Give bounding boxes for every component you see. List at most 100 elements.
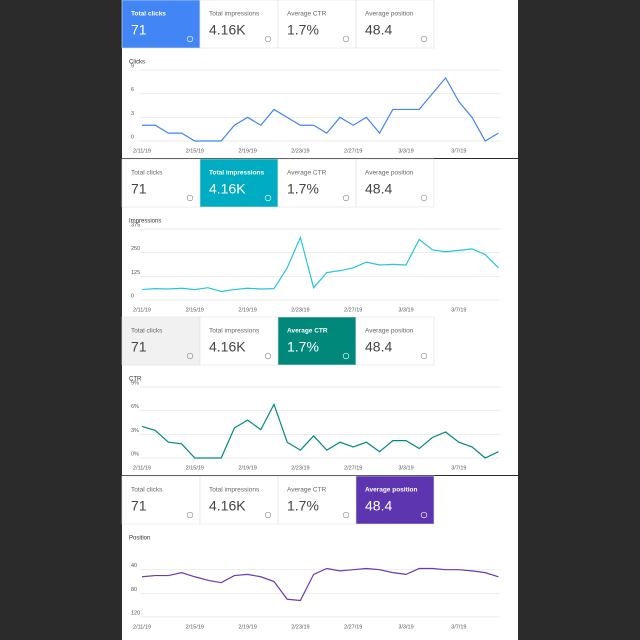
metric-card[interactable]: Average CTR 1.7% [277, 158, 357, 208]
card-value: 71 [131, 498, 147, 514]
card-label: Total impressions [209, 170, 265, 177]
card-bg [121, 0, 201, 49]
y-tick-label: 0 [131, 293, 134, 299]
data-line [141, 567, 499, 602]
x-tick-label: 2/19/19 [238, 148, 256, 154]
metric-card[interactable]: Total clicks 71 [121, 0, 201, 49]
help-icon [264, 35, 272, 43]
x-tick-label: 2/11/19 [133, 148, 151, 154]
card-value: 4.16K [209, 339, 246, 355]
help-icon [420, 35, 428, 43]
card-value: 1.7% [287, 498, 319, 514]
help-icon [420, 194, 428, 202]
y-tick-label: 6 [131, 87, 134, 93]
card-bg [121, 158, 201, 208]
y-tick-label: 3 [131, 111, 134, 117]
card-label: Total clicks [131, 170, 163, 177]
card-value: 71 [131, 22, 147, 38]
x-tick-label: 2/11/19 [133, 624, 151, 630]
help-icon [186, 352, 194, 360]
x-tick-label: 2/15/19 [186, 148, 204, 154]
card-bg [121, 475, 201, 525]
card-label: Average CTR [287, 11, 327, 18]
card-value: 1.7% [287, 181, 319, 197]
x-tick-label: 2/19/19 [238, 307, 256, 313]
y-tick-label: 125 [131, 270, 140, 276]
card-label: Total clicks [131, 328, 163, 335]
card-value: 4.16K [209, 498, 246, 514]
card-value: 48.4 [365, 339, 392, 355]
y-tick-label: 0% [131, 451, 139, 457]
card-label: Total impressions [209, 328, 260, 335]
metric-card[interactable]: Total impressions 4.16K [199, 158, 279, 208]
x-tick-label: 3/3/19 [398, 307, 413, 313]
panel: Total clicks 71 Total impressions 4.16K Aver… [121, 475, 518, 640]
metric-card[interactable]: Total clicks 71 [121, 475, 201, 525]
y-tick-label: 9 [131, 63, 134, 69]
card-value: 48.4 [365, 498, 392, 514]
y-tick-label: 80 [131, 587, 137, 593]
x-tick-label: 3/7/19 [451, 624, 466, 630]
x-tick-label: 2/19/19 [238, 624, 256, 630]
y-tick-label: 40 [131, 563, 137, 569]
y-tick-label: 250 [131, 246, 140, 252]
x-tick-label: 2/11/19 [133, 465, 151, 471]
card-label: Average CTR [287, 487, 327, 494]
card-value: 71 [131, 181, 147, 197]
metric-card[interactable]: Total impressions 4.16K [199, 475, 279, 525]
card-label: Total clicks [131, 11, 166, 18]
metric-card[interactable]: Average CTR 1.7% [277, 0, 357, 49]
x-tick-label: 3/3/19 [398, 465, 413, 471]
card-label: Average CTR [287, 328, 328, 335]
axis-title: Impressions [129, 219, 161, 225]
metric-card[interactable]: Average CTR 1.7% [277, 316, 357, 366]
panel: Total clicks 71 Total impressions 4.16K Aver… [121, 316, 518, 475]
axis-title: CTR [129, 377, 142, 383]
card-label: Average position [365, 328, 414, 335]
metric-card[interactable]: Average position 48.4 [355, 158, 435, 208]
x-tick-label: 2/15/19 [186, 465, 204, 471]
card-bg [199, 475, 279, 525]
metric-card[interactable]: Average position 48.4 [355, 475, 435, 525]
card-value: 4.16K [209, 22, 246, 38]
x-tick-label: 2/15/19 [186, 624, 204, 630]
card-label: Total impressions [209, 487, 260, 494]
y-tick-label: 3% [131, 428, 139, 434]
metric-card[interactable]: Average CTR 1.7% [277, 475, 357, 525]
card-value: 4.16K [209, 181, 246, 197]
x-tick-label: 2/27/19 [344, 148, 362, 154]
card-label: Average position [365, 487, 418, 494]
metric-card[interactable]: Total clicks 71 [121, 158, 201, 208]
help-icon [420, 511, 428, 519]
y-tick-label: 375 [131, 222, 140, 228]
data-line [142, 76, 499, 142]
card-label: Average position [365, 170, 414, 177]
card-bg [355, 316, 435, 366]
metric-card[interactable]: Total clicks 71 [121, 316, 201, 366]
card-bg [277, 475, 357, 525]
metric-card[interactable]: Average position 48.4 [355, 316, 435, 366]
x-tick-label: 2/27/19 [344, 465, 362, 471]
x-tick-label: 2/27/19 [344, 624, 362, 630]
help-icon [186, 511, 194, 519]
data-line [141, 402, 499, 459]
metric-card[interactable]: Total impressions 4.16K [199, 0, 279, 49]
metric-card[interactable]: Average position 48.4 [355, 0, 435, 49]
card-bg [355, 158, 435, 208]
card-value: 1.7% [287, 339, 319, 355]
panel: Total clicks 71 Total impressions 4.16K Aver… [121, 0, 518, 158]
help-icon [264, 352, 272, 360]
x-tick-label: 3/3/19 [398, 148, 413, 154]
data-line [141, 235, 499, 293]
card-value: 48.4 [365, 181, 392, 197]
x-tick-label: 2/19/19 [238, 465, 256, 471]
x-tick-label: 3/7/19 [451, 307, 466, 313]
axis-title: Clicks [129, 60, 145, 66]
card-label: Average position [365, 11, 414, 18]
metric-card[interactable]: Total impressions 4.16K [199, 316, 279, 366]
card-bg [199, 0, 279, 49]
help-icon [264, 511, 272, 519]
card-bg [355, 475, 435, 525]
x-tick-label: 3/7/19 [451, 465, 466, 471]
